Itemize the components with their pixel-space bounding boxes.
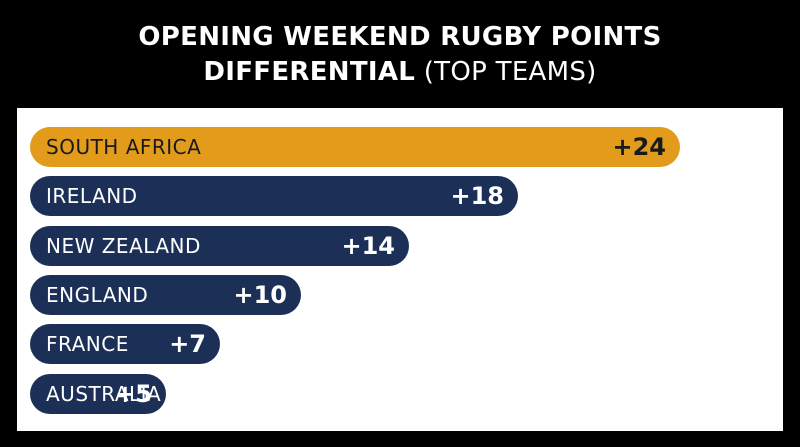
- bar-south-africa: SOUTH AFRICA +24: [30, 127, 680, 167]
- bar-value-label: +18: [450, 182, 504, 210]
- chart-title-line2-light: (TOP TEAMS): [423, 57, 597, 87]
- chart-header: OPENING WEEKEND RUGBY POINTS DIFFERENTIA…: [0, 0, 800, 108]
- bar-value-label: +5: [115, 380, 152, 408]
- bar-label: IRELAND: [46, 184, 138, 208]
- bar-label: NEW ZEALAND: [46, 234, 201, 258]
- bar-value-label: +10: [233, 281, 287, 309]
- bar-england: ENGLAND +10: [30, 275, 301, 315]
- bar-label: ENGLAND: [46, 283, 149, 307]
- bar-value-label: +7: [169, 330, 206, 358]
- bar-new-zealand: NEW ZEALAND +14: [30, 226, 409, 266]
- chart-title-line2: DIFFERENTIAL (TOP TEAMS): [0, 57, 800, 87]
- bar-value-label: +24: [612, 133, 666, 161]
- chart-title-line2-bold: DIFFERENTIAL: [203, 57, 416, 87]
- bar-australia: AUSTRALIA +5: [30, 374, 166, 414]
- bar-label: SOUTH AFRICA: [46, 135, 202, 159]
- chart-title-line1: OPENING WEEKEND RUGBY POINTS: [138, 22, 662, 52]
- bar-ireland: IRELAND +18: [30, 176, 518, 216]
- bar-value-label: +14: [341, 232, 395, 260]
- bar-france: FRANCE +7: [30, 324, 220, 364]
- bar-label: AUSTRALIA: [46, 382, 162, 406]
- bar-label: FRANCE: [46, 332, 129, 356]
